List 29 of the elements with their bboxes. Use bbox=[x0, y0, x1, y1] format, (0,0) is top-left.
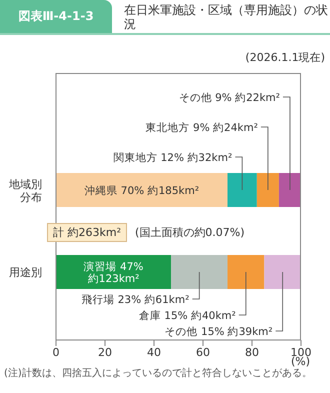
data-label: その他 9% 約22km² bbox=[178, 92, 280, 104]
bar bbox=[56, 173, 228, 207]
data-label: その他 15% 約39km² bbox=[164, 326, 273, 338]
chart-title: 在日米軍施設・区域（専用施設）の状況 bbox=[124, 3, 328, 31]
bar bbox=[228, 173, 257, 207]
data-label: 関東地方 12% 約32km² bbox=[113, 151, 232, 164]
data-label: 沖縄県 70% 約185km² bbox=[84, 184, 200, 197]
text: (注)計数は、四捨五入によっているので計と符合しないことがある。 bbox=[4, 368, 313, 380]
bar bbox=[278, 173, 301, 207]
x-tick-label: 40 bbox=[147, 346, 161, 359]
x-tick-label: 80 bbox=[245, 346, 259, 359]
annotation: 計 約263km² bbox=[47, 223, 127, 242]
bar bbox=[256, 173, 279, 207]
text: (2026.1.1現在) bbox=[244, 50, 325, 65]
x-tick-label: 60 bbox=[196, 346, 210, 359]
annotation: (国土面積の約0.07%) bbox=[135, 225, 245, 240]
data-label: 東北地方 9% 約24km² bbox=[146, 121, 258, 134]
data-label: 演習場 47% 約123km² bbox=[84, 260, 144, 285]
x-axis-title: (%) bbox=[291, 355, 310, 368]
data-label: 飛行場 23% 約61km² bbox=[81, 294, 190, 306]
x-tick-label: 20 bbox=[98, 346, 112, 359]
bar bbox=[171, 255, 228, 289]
x-tick-label: 0 bbox=[52, 346, 60, 359]
bar bbox=[264, 255, 301, 289]
y-tick-label: 地域別分布 bbox=[8, 178, 42, 204]
bar bbox=[228, 255, 264, 289]
data-label: 倉庫 15% 約40km² bbox=[138, 309, 236, 322]
chart-subtitle: 図表Ⅲ-4-1-3 bbox=[0, 0, 112, 33]
y-tick-label: 用途別 bbox=[9, 266, 42, 279]
